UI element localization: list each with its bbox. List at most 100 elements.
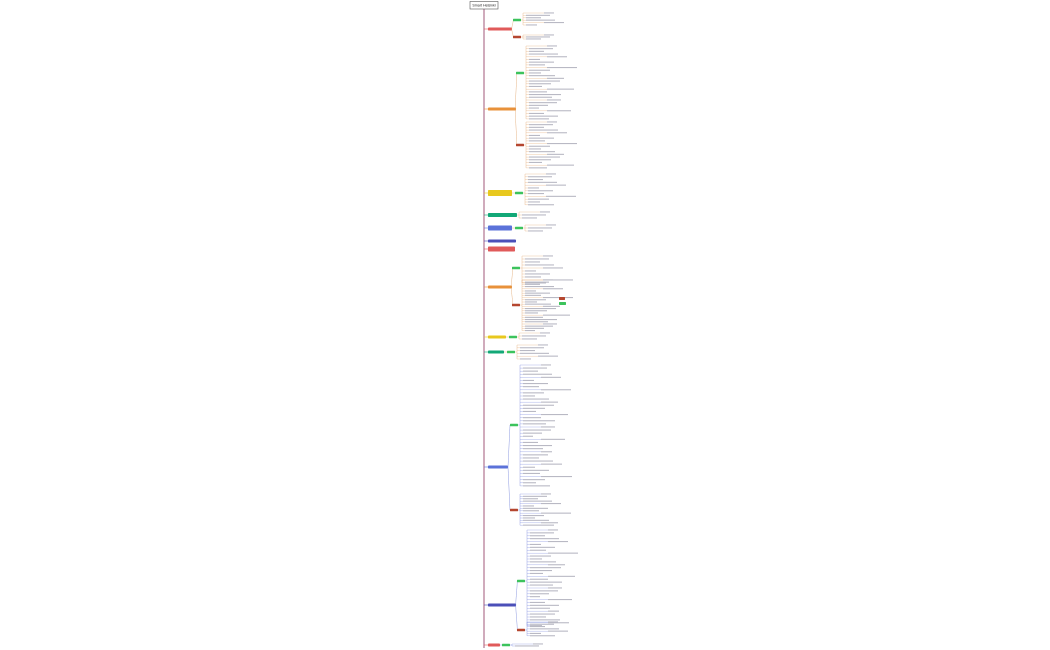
leaf-text [548, 599, 572, 601]
leaf-text [523, 370, 538, 372]
leaf-text [530, 567, 561, 569]
leaf-text [525, 258, 549, 260]
leaf-text [547, 45, 557, 47]
leaf-text [546, 195, 576, 197]
leaf-text [529, 94, 561, 96]
leaf-text [529, 148, 541, 150]
leaf-text [529, 112, 544, 114]
leaf-text [543, 279, 553, 281]
branch-node [488, 239, 516, 243]
leaf-text [541, 463, 562, 465]
leaf-text [528, 190, 553, 192]
leaf-text [525, 312, 538, 314]
sub-connector [515, 72, 517, 110]
leaf-text [528, 201, 540, 203]
leaf-text [526, 19, 555, 21]
leaf-text [526, 14, 550, 16]
leaf-text [530, 625, 542, 627]
leaf-text [548, 529, 558, 531]
leaf-text [547, 67, 577, 69]
leaf-text [525, 290, 536, 292]
leaf-text [528, 193, 544, 195]
leaf-text [541, 522, 558, 524]
leaf-text [528, 187, 539, 189]
leaf-text [525, 273, 550, 275]
sub-node [517, 628, 525, 632]
leaf-text [525, 292, 550, 294]
leaf-text [529, 61, 554, 63]
leaf-text [523, 507, 548, 509]
leaf-text [528, 181, 557, 183]
leaf-text [525, 264, 554, 266]
leaf-text [523, 524, 554, 526]
sub-node [516, 143, 524, 147]
leaf-text [548, 575, 575, 577]
sub-connector [515, 108, 517, 146]
leaf-text [530, 607, 550, 609]
leaf-text [529, 102, 557, 104]
leaf-text [529, 118, 549, 120]
branch-node [488, 603, 516, 607]
leaf-text [530, 543, 541, 545]
sub-connector [507, 424, 511, 468]
branches [484, 12, 578, 647]
leaf-text [523, 429, 551, 431]
leaf-text [529, 156, 560, 158]
sub-node [517, 579, 525, 583]
leaf-text [530, 623, 554, 625]
sub-node [507, 350, 515, 354]
leaf-text [523, 466, 535, 468]
leaf-text [529, 145, 550, 147]
leaf-text [547, 110, 571, 112]
leaf-text [522, 217, 537, 219]
leaf-text [530, 584, 553, 586]
leaf-text [525, 319, 557, 321]
leaf-text [520, 352, 549, 354]
leaf-text [548, 552, 578, 554]
leaf-text [548, 622, 569, 624]
leaf-text [523, 482, 536, 484]
leaf-text [530, 619, 560, 621]
leaf-text [523, 469, 549, 471]
leaf-text [547, 77, 564, 79]
branch-node [488, 27, 512, 31]
sub-node [512, 303, 520, 307]
leaf-text [523, 519, 549, 521]
leaf-text [523, 498, 538, 500]
leaf-text [529, 72, 541, 74]
leaf-text [530, 626, 545, 628]
leaf-text [529, 96, 552, 98]
branch-node [488, 225, 512, 231]
leaf-text [526, 36, 550, 38]
leaf-text [543, 279, 573, 281]
leaf-text [523, 373, 552, 375]
sub-node [510, 508, 518, 512]
leaf-text [529, 58, 540, 60]
leaf-text [525, 327, 544, 329]
leaf-text [541, 451, 552, 453]
leaf-text [530, 558, 542, 560]
leaf-text [530, 632, 541, 634]
sub-node [509, 335, 517, 339]
leaf-text [525, 310, 547, 312]
leaf-text [541, 476, 572, 478]
leaf-text [530, 590, 558, 592]
leaf-text [541, 376, 561, 378]
sub-node [515, 191, 523, 195]
branch-node [488, 285, 512, 289]
leaf-text [530, 613, 555, 615]
leaf-text [528, 179, 543, 181]
leaf-text [525, 281, 549, 283]
leaf-text [533, 643, 543, 645]
leaf-text [529, 161, 542, 163]
leaf-text [525, 303, 551, 305]
leaf-text [523, 386, 539, 388]
leaf-text [547, 143, 577, 145]
floating-node [559, 302, 566, 305]
branch-node [488, 246, 515, 252]
leaf-text [541, 493, 551, 495]
leaf-text [543, 288, 563, 290]
leaf-text [530, 570, 552, 572]
leaf-text [523, 505, 534, 507]
